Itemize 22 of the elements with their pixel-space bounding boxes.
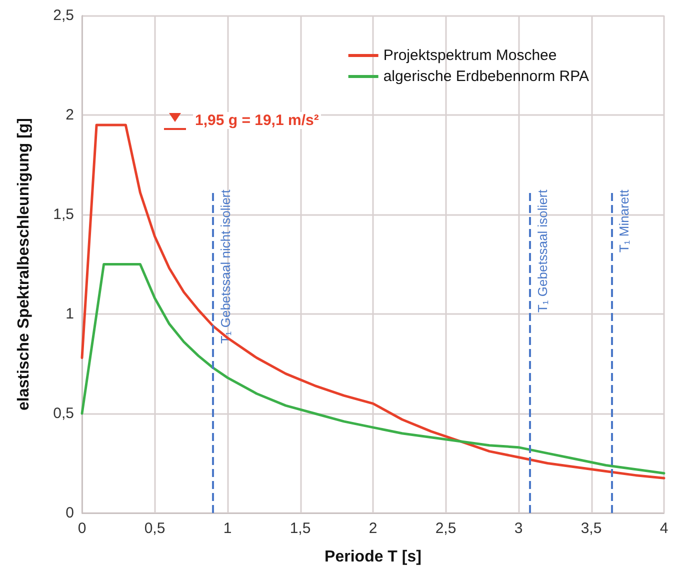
y-tick-label: 2 xyxy=(66,106,74,124)
x-tick-label: 0,5 xyxy=(144,520,166,537)
x-tick-label: 1,5 xyxy=(290,520,311,537)
y-tick-label: 1,5 xyxy=(53,206,74,223)
x-tick-label: 3,5 xyxy=(580,520,602,537)
ref-line-label: T₁ Minarett xyxy=(616,189,632,253)
x-tick-label: 4 xyxy=(660,520,668,537)
ref-line-label: T₁ Gebetssaal isoliert xyxy=(535,189,550,313)
y-tick-label: 2,5 xyxy=(53,7,74,24)
y-tick-label: 0,5 xyxy=(53,405,74,422)
x-tick-label: 2,5 xyxy=(435,520,456,537)
y-axis-title: elastische Spektralbeschleunigung [g] xyxy=(16,118,32,411)
x-tick-label: 2 xyxy=(368,520,378,537)
y-tick-label: 1 xyxy=(66,306,74,322)
x-tick-label: 0 xyxy=(78,520,86,537)
x-axis-title: Periode T [s] xyxy=(324,548,422,566)
legend-label: Projektspektrum Moschee xyxy=(383,47,557,64)
x-tick-label: 3 xyxy=(514,520,523,537)
annotation: 1,95 g = 19,1 m/s² xyxy=(193,112,321,129)
x-tick-label: 1 xyxy=(223,520,232,537)
y-tick-label: 0 xyxy=(66,504,74,522)
legend-label: algerische Erdbebennorm RPA xyxy=(383,68,590,85)
